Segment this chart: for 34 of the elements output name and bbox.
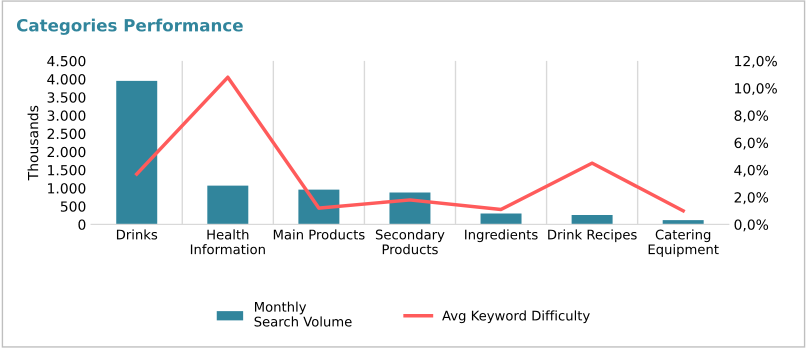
x-tick-label: Drink Recipes	[548, 229, 637, 242]
x-tick-label: Health Information	[190, 229, 265, 254]
y-tick-label: 4.500	[47, 56, 86, 66]
y-tick-label: 1.500	[48, 164, 86, 176]
y-tick-label: 4.000	[47, 74, 86, 85]
bar	[662, 220, 704, 224]
chart-title: Categories Performance	[16, 18, 243, 35]
y2-tick-label: 8,0%	[734, 110, 768, 122]
y2-tick-label: 0,0%	[734, 219, 768, 232]
y-tick-label: 500	[60, 201, 86, 212]
y-tick-label: 1.000	[48, 183, 86, 194]
y-tick-label: 3.000	[48, 110, 86, 121]
legend-label: Avg Keyword Difficulty	[442, 310, 590, 324]
bar	[207, 186, 248, 224]
y2-tick-label: 12,0%	[735, 56, 777, 68]
x-tick-label: Secondary Products	[376, 229, 444, 254]
x-tick-label: Ingredients	[465, 229, 538, 242]
x-tick-label: Main Products	[274, 229, 365, 240]
y-tick-label: 0	[78, 219, 86, 230]
x-tick-label: Drinks	[116, 229, 158, 240]
legend-label: Monthly Search Volume	[254, 302, 352, 327]
y-axis-title: Thousands	[28, 106, 38, 180]
y2-tick-label: 6,0%	[734, 138, 768, 150]
y-tick-label: 2.000	[48, 146, 86, 158]
bar	[572, 215, 613, 224]
bar	[480, 214, 522, 224]
line-series	[134, 76, 685, 213]
x-tick-label: Catering Equipment	[648, 229, 719, 257]
y2-tick-label: 4,0%	[734, 164, 768, 177]
y2-tick-label: 10,0%	[735, 83, 777, 96]
y-tick-label: 3.500	[48, 92, 86, 103]
y2-tick-label: 2,0%	[734, 192, 768, 204]
y-tick-label: 2.500	[48, 128, 86, 140]
bar	[116, 80, 158, 224]
